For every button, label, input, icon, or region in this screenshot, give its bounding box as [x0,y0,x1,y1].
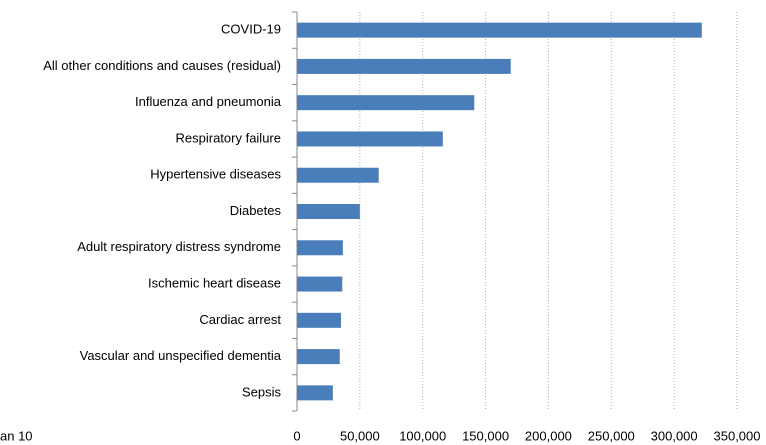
bar [297,349,340,365]
bar [297,22,702,38]
bar [297,204,360,219]
bar [297,95,475,111]
x-tick-label: 250,000 [588,428,635,443]
x-tick-label: 300,000 [651,428,698,443]
x-tick-label: 0 [293,428,300,443]
bar [297,167,379,183]
y-tick-label: Sepsis [242,384,282,399]
y-tick-label: Ischemic heart disease [148,275,281,290]
y-tick-label: Cardiac arrest [199,312,281,327]
bar [297,385,333,401]
bar [297,131,443,147]
y-tick-label: Influenza and pneumonia [135,94,282,109]
note: an 10 [0,428,33,443]
y-tick-label: Diabetes [230,203,282,218]
y-tick-label: Adult respiratory distress syndrome [77,239,281,254]
y-tick-label: All other conditions and causes (residua… [43,58,281,73]
y-tick-label: COVID-19 [221,22,281,37]
x-tick-label: 100,000 [399,428,446,443]
y-tick-label: Hypertensive diseases [150,167,281,182]
x-tick-label: 350,000 [714,428,761,443]
bar [297,312,341,328]
y-tick-label: Vascular and unspecified dementia [80,348,282,363]
y-tick-label: Respiratory failure [176,130,282,145]
bar [297,276,343,292]
x-tick-label: 50,000 [340,428,380,443]
bar [297,58,511,74]
x-tick-label: 150,000 [462,428,509,443]
bar [297,240,343,256]
x-tick-label: 200,000 [525,428,572,443]
